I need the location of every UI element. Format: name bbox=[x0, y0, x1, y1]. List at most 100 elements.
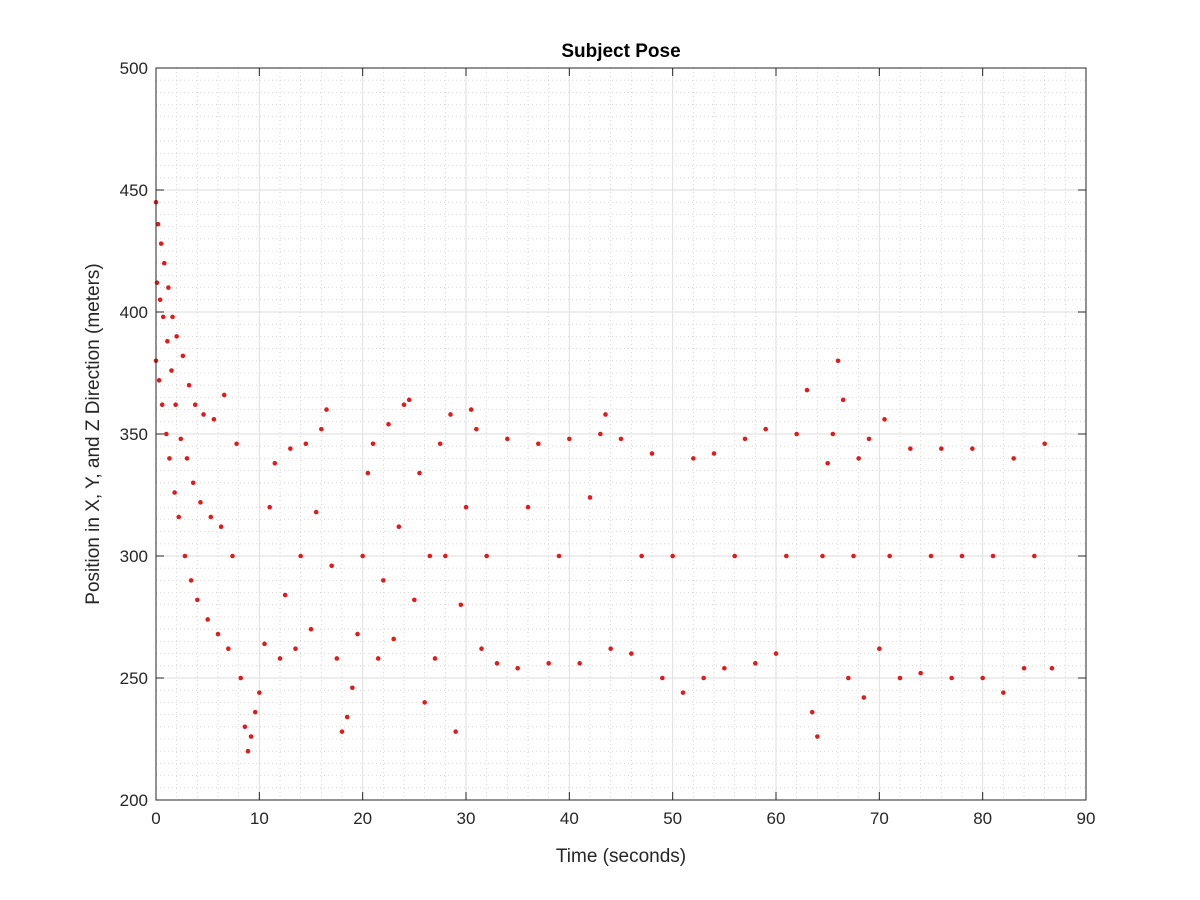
data-point bbox=[1021, 665, 1027, 671]
data-point bbox=[701, 675, 706, 681]
data-point bbox=[412, 597, 417, 603]
data-point bbox=[437, 441, 443, 447]
data-point bbox=[980, 675, 985, 681]
data-point bbox=[505, 436, 510, 442]
data-point bbox=[825, 460, 830, 466]
data-point bbox=[1011, 456, 1016, 461]
data-point bbox=[386, 421, 391, 427]
x-tick-label: 20 bbox=[353, 809, 372, 828]
data-point bbox=[556, 553, 562, 559]
data-point bbox=[192, 402, 198, 408]
data-point bbox=[156, 378, 162, 383]
data-point bbox=[866, 436, 872, 442]
data-point bbox=[468, 407, 474, 412]
data-point bbox=[174, 334, 179, 339]
data-point bbox=[257, 690, 262, 695]
data-point bbox=[308, 626, 314, 632]
data-point bbox=[293, 646, 298, 652]
data-point bbox=[381, 578, 386, 583]
data-point bbox=[830, 431, 836, 437]
data-point bbox=[272, 460, 278, 466]
data-point bbox=[178, 436, 184, 442]
data-point bbox=[221, 392, 227, 398]
data-point bbox=[882, 417, 887, 422]
data-point bbox=[856, 456, 861, 461]
data-point bbox=[908, 446, 913, 451]
x-tick-label: 0 bbox=[151, 809, 160, 828]
data-point bbox=[603, 412, 608, 417]
data-point bbox=[324, 407, 329, 412]
data-point bbox=[370, 441, 376, 447]
x-axis: 0 10 20 30 40 50 60 70 80 90 bbox=[151, 68, 1095, 828]
data-point bbox=[157, 297, 163, 303]
data-point bbox=[401, 402, 407, 408]
x-tick-label: 90 bbox=[1077, 809, 1096, 828]
data-point bbox=[298, 553, 303, 559]
data-point bbox=[536, 441, 541, 447]
data-point bbox=[763, 426, 768, 432]
data-point bbox=[226, 646, 231, 652]
data-point bbox=[267, 504, 272, 510]
data-point bbox=[165, 338, 170, 344]
data-point bbox=[396, 524, 402, 530]
data-point bbox=[773, 651, 779, 656]
data-point bbox=[406, 397, 412, 403]
data-point bbox=[159, 402, 165, 408]
data-point bbox=[288, 446, 293, 451]
y-axis-label: Position in X, Y, and Z Direction (meter… bbox=[83, 263, 104, 604]
data-point bbox=[303, 441, 309, 447]
data-point bbox=[375, 656, 381, 661]
data-points bbox=[153, 199, 1055, 754]
data-point bbox=[313, 509, 319, 515]
data-point bbox=[218, 524, 224, 530]
data-point bbox=[474, 426, 479, 432]
data-point bbox=[173, 402, 178, 408]
data-point bbox=[234, 441, 239, 447]
x-tick-label: 10 bbox=[250, 809, 269, 828]
x-axis-label: Time (seconds) bbox=[556, 846, 686, 867]
data-point bbox=[711, 451, 717, 456]
data-point bbox=[484, 553, 489, 559]
data-point bbox=[949, 675, 954, 681]
data-point bbox=[248, 734, 254, 739]
x-tick-label: 80 bbox=[973, 809, 992, 828]
x-tick-label: 40 bbox=[560, 809, 579, 828]
minor-grid bbox=[156, 68, 1086, 800]
data-point bbox=[230, 553, 235, 559]
data-point bbox=[939, 446, 944, 451]
y-tick-label: 250 bbox=[120, 669, 148, 688]
data-point bbox=[608, 646, 613, 652]
y-tick-label: 500 bbox=[120, 59, 148, 78]
data-point bbox=[840, 397, 846, 403]
data-point bbox=[928, 553, 934, 559]
data-point bbox=[577, 661, 582, 666]
data-point bbox=[732, 553, 737, 559]
data-point bbox=[277, 656, 283, 661]
data-point bbox=[422, 700, 427, 705]
data-point bbox=[794, 431, 799, 437]
data-point bbox=[804, 387, 810, 393]
data-point bbox=[784, 553, 789, 559]
data-point bbox=[201, 412, 206, 417]
data-point bbox=[329, 563, 334, 569]
data-point bbox=[753, 661, 758, 666]
data-point bbox=[195, 597, 200, 603]
data-point bbox=[169, 368, 174, 373]
data-point bbox=[1042, 441, 1047, 447]
data-point bbox=[155, 221, 161, 227]
y-tick-label: 400 bbox=[120, 303, 148, 322]
data-point bbox=[618, 436, 624, 442]
data-point bbox=[479, 646, 484, 652]
data-point bbox=[360, 553, 365, 559]
x-tick-label: 60 bbox=[767, 809, 786, 828]
y-tick-label: 200 bbox=[120, 791, 148, 810]
data-point bbox=[897, 675, 903, 681]
data-point bbox=[691, 456, 696, 461]
y-tick-label: 350 bbox=[120, 425, 148, 444]
data-point bbox=[970, 446, 975, 451]
data-point bbox=[182, 553, 188, 559]
data-point bbox=[835, 358, 841, 364]
data-point bbox=[887, 553, 892, 559]
data-point bbox=[334, 656, 340, 661]
